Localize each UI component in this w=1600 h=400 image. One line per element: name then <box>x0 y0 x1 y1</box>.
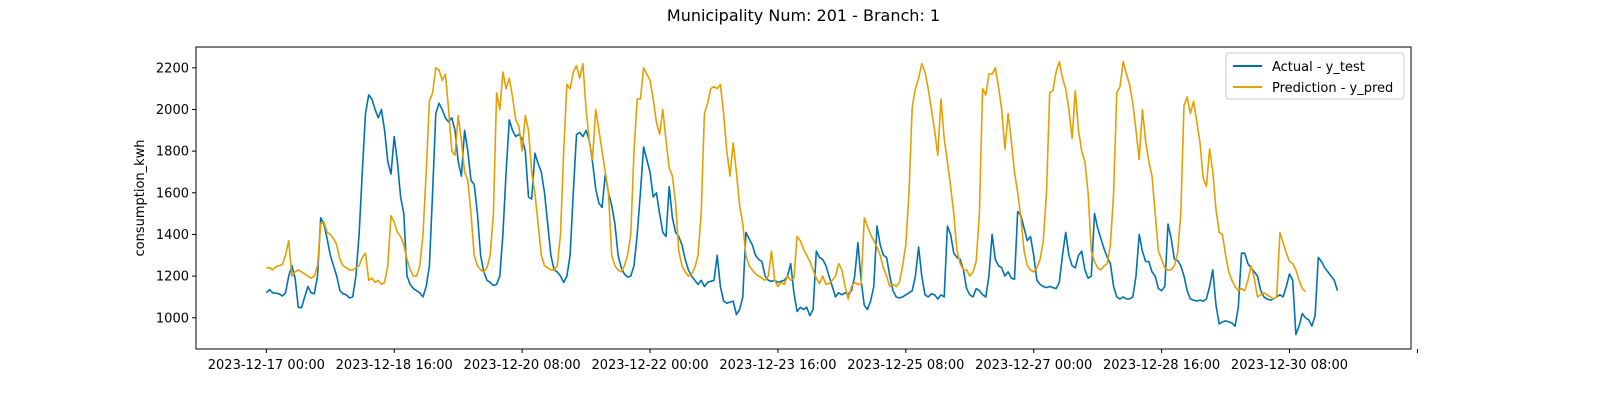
x-tick-label: 2023-12-25 08:00 <box>847 358 964 373</box>
series-group <box>265 60 1339 336</box>
x-tick-label: 2023-12-17 00:00 <box>208 358 325 373</box>
y-tick-label: 2000 <box>156 103 189 118</box>
plot-frame <box>195 46 1412 350</box>
y-axis: 1000 1200 1400 1600 1800 2000 2200 <box>156 61 196 326</box>
y-tick-label: 1800 <box>156 145 189 160</box>
y-tick-label: 1000 <box>156 311 189 326</box>
legend-box <box>1225 52 1405 100</box>
x-tick-label: 2023-12-28 16:00 <box>1103 358 1220 373</box>
y-tick-label: 2200 <box>156 61 189 76</box>
y-axis-title: consumption_kwh <box>133 139 148 256</box>
x-tick-label: 2023-12-27 00:00 <box>975 358 1092 373</box>
x-axis: 2023-12-17 00:00 2023-12-18 16:00 2023-12-… <box>208 349 1418 373</box>
y-tick-label: 1400 <box>156 228 189 243</box>
series-prediction-line <box>266 60 1307 300</box>
x-tick-label: 2023-12-23 16:00 <box>719 358 836 373</box>
legend-label-prediction: Prediction - y_pred <box>1272 81 1393 96</box>
legend-label-actual: Actual - y_test <box>1272 60 1365 75</box>
x-tick-label: 2023-12-20 08:00 <box>464 358 581 373</box>
series-actual-line <box>265 94 1339 336</box>
y-tick-label: 1600 <box>156 186 189 201</box>
x-tick-label: 2023-12-30 08:00 <box>1231 358 1348 373</box>
x-tick-label: 2023-12-18 16:00 <box>336 358 453 373</box>
x-tick-label: 2023-12-22 00:00 <box>591 358 708 373</box>
chart-title: Municipality Num: 201 - Branch: 1 <box>667 6 940 25</box>
y-tick-label: 1200 <box>156 270 189 285</box>
legend: Actual - y_test Prediction - y_pred <box>1225 52 1405 100</box>
